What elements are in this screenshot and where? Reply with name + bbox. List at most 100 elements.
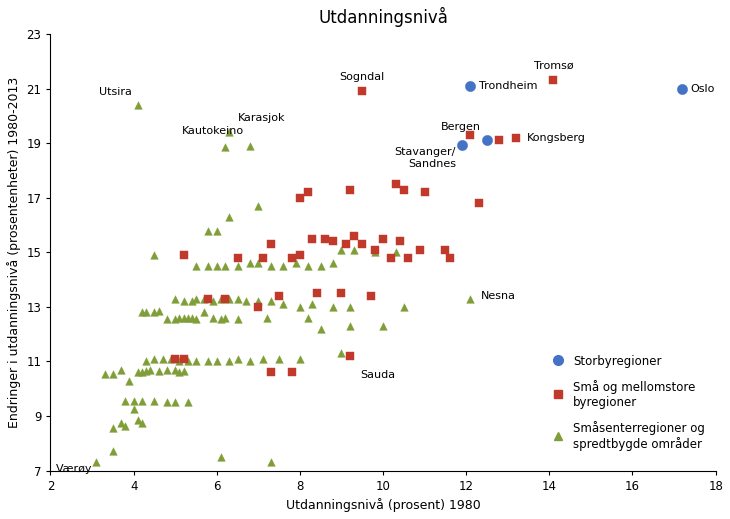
Point	[169, 315, 181, 323]
Text: Stavanger/
Sandnes: Stavanger/ Sandnes	[394, 147, 456, 169]
Point	[177, 297, 189, 306]
Point	[136, 368, 147, 376]
Point	[439, 245, 451, 254]
Point	[128, 397, 139, 405]
Point	[273, 292, 285, 300]
Point	[277, 300, 289, 308]
Point	[182, 357, 193, 365]
Point	[215, 453, 227, 461]
Point	[464, 131, 476, 139]
Point	[473, 199, 485, 208]
Point	[107, 447, 119, 456]
Point	[145, 365, 156, 374]
Point	[136, 397, 147, 405]
Point	[302, 262, 314, 270]
Point	[307, 235, 318, 243]
Point	[315, 324, 326, 333]
Point	[182, 313, 193, 322]
Point	[211, 262, 223, 270]
Point	[444, 254, 456, 262]
Text: Sauda: Sauda	[360, 370, 396, 379]
Text: Nesna: Nesna	[481, 291, 516, 301]
Point	[120, 421, 131, 430]
Point	[265, 262, 277, 270]
Point	[348, 245, 360, 254]
Point	[377, 235, 389, 243]
Point	[390, 248, 402, 256]
Point	[161, 315, 173, 323]
Point	[190, 262, 201, 270]
Point	[369, 248, 380, 256]
Point	[107, 424, 119, 432]
Point	[149, 251, 161, 259]
Point	[285, 368, 297, 376]
Point	[261, 313, 272, 322]
Point	[231, 315, 243, 323]
Point	[398, 185, 410, 194]
Point	[456, 141, 468, 149]
Point	[253, 259, 264, 267]
Point	[394, 237, 406, 245]
Point	[169, 354, 181, 363]
Point	[285, 254, 297, 262]
Point	[174, 357, 185, 365]
Point	[165, 354, 177, 363]
Point	[149, 397, 161, 405]
Point	[294, 194, 306, 202]
Point	[203, 357, 215, 365]
Point	[174, 368, 185, 376]
Point	[245, 259, 256, 267]
Point	[203, 262, 215, 270]
Point	[265, 240, 277, 248]
Point	[223, 294, 235, 303]
Point	[265, 297, 277, 306]
Text: Kongsberg: Kongsberg	[526, 133, 585, 143]
Point	[390, 180, 402, 188]
Point	[398, 303, 410, 311]
Point	[215, 294, 227, 303]
Point	[153, 367, 164, 375]
Point	[132, 416, 144, 424]
Point	[149, 308, 161, 317]
Point	[273, 354, 285, 363]
Point	[190, 315, 201, 323]
Point	[115, 419, 127, 427]
Point	[169, 294, 181, 303]
Point	[327, 259, 339, 267]
Point	[327, 303, 339, 311]
Point	[493, 136, 505, 145]
Point	[464, 294, 476, 303]
Point	[115, 365, 127, 374]
Point	[336, 245, 347, 254]
Point	[231, 254, 243, 262]
Point	[223, 213, 235, 221]
Point	[120, 397, 131, 405]
Point	[231, 354, 243, 363]
Point	[161, 365, 173, 374]
Point	[548, 76, 559, 85]
Point	[302, 188, 314, 197]
Point	[157, 354, 169, 363]
Point	[174, 313, 185, 322]
Text: Trondheim: Trondheim	[479, 81, 537, 91]
Point	[140, 357, 152, 365]
Point	[240, 297, 252, 306]
Point	[265, 368, 277, 376]
Point	[128, 405, 139, 413]
Point	[464, 82, 476, 90]
Point	[257, 354, 269, 363]
Point	[107, 370, 119, 378]
Point	[277, 262, 289, 270]
Text: Bergen: Bergen	[441, 122, 481, 132]
Point	[253, 202, 264, 210]
Point	[136, 308, 147, 317]
Text: Værøy: Værøy	[55, 463, 92, 474]
Point	[253, 303, 264, 311]
Point	[510, 133, 522, 142]
Point	[182, 398, 193, 406]
Point	[294, 303, 306, 311]
Point	[344, 185, 356, 194]
Text: Oslo: Oslo	[691, 84, 715, 94]
Point	[219, 143, 231, 152]
Title: Utdanningsnivå: Utdanningsnivå	[318, 7, 448, 27]
